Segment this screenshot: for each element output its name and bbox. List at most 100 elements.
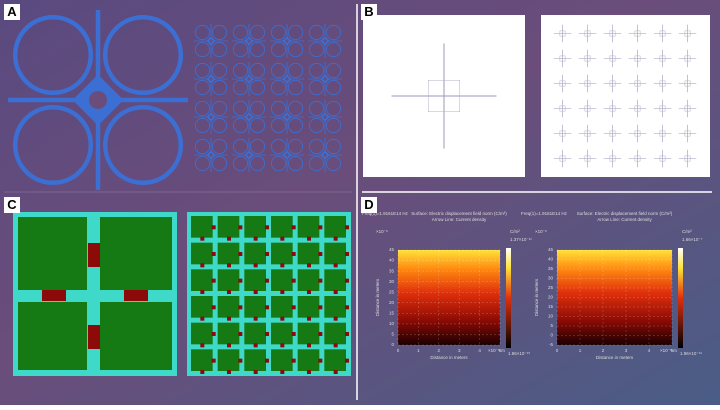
schematic <box>578 124 597 143</box>
schematic <box>684 105 691 112</box>
patch <box>297 349 320 371</box>
gap <box>265 252 269 256</box>
patch <box>271 349 293 371</box>
y-tick-label: 10 <box>389 321 395 326</box>
gap <box>333 263 338 268</box>
gap <box>333 343 338 348</box>
x-scale: ×10⁻⁶ m <box>660 348 677 353</box>
schematic <box>634 30 641 37</box>
x-tick-label: 5 <box>499 348 502 353</box>
patch <box>297 296 320 318</box>
schematic <box>553 124 572 143</box>
patch <box>244 322 266 345</box>
schematic <box>391 43 497 149</box>
gap <box>227 236 231 241</box>
panel-label: C <box>7 197 17 212</box>
gap <box>345 225 349 230</box>
gap <box>318 305 323 310</box>
patch <box>191 296 213 318</box>
schematic <box>578 49 597 68</box>
gap <box>200 236 205 241</box>
schematic <box>628 24 647 43</box>
y-tick-label: 15 <box>548 304 554 309</box>
y-tick-label: 5 <box>391 332 394 337</box>
panel-labels: A B C D <box>4 4 377 213</box>
y-scale: ×10⁻⁶ <box>535 229 547 234</box>
gap <box>265 278 269 283</box>
patch <box>191 242 213 265</box>
gap <box>280 263 285 268</box>
y-tick-label: 35 <box>548 266 554 271</box>
gap <box>318 278 323 283</box>
gap <box>291 305 296 310</box>
gap <box>318 358 323 363</box>
gap <box>253 236 258 241</box>
x-tick-label: 4 <box>478 348 481 353</box>
schematic <box>603 149 622 168</box>
schematic <box>559 105 566 112</box>
layout-image <box>541 15 710 177</box>
patch <box>244 242 266 265</box>
patch <box>324 242 346 265</box>
schematic <box>584 55 591 62</box>
gap <box>238 358 243 363</box>
schematic <box>628 124 647 143</box>
schematic <box>609 80 616 87</box>
patch <box>271 269 293 291</box>
colorbar <box>678 248 683 348</box>
schematic <box>559 55 566 62</box>
patch <box>271 296 293 318</box>
array <box>187 212 351 376</box>
x-tick-label: 4 <box>648 348 651 353</box>
schematic <box>678 149 697 168</box>
schematic <box>684 155 691 162</box>
colorbar-max: 1.66×10⁻⁷ <box>682 237 703 242</box>
patch <box>324 216 346 238</box>
gap <box>265 358 269 363</box>
gap <box>291 332 296 336</box>
y-tick-label: 0 <box>550 333 553 338</box>
schematic <box>684 130 691 137</box>
schematic <box>603 74 622 93</box>
patch <box>297 269 320 291</box>
schematic <box>584 130 591 137</box>
patch <box>217 242 240 265</box>
x-tick-label: 0 <box>397 348 400 353</box>
y-tick-label: 5 <box>550 323 553 328</box>
gap <box>318 225 323 230</box>
y-tick-label: 20 <box>548 295 554 300</box>
schematic <box>609 155 616 162</box>
patch <box>324 322 346 345</box>
x-axis-label: Distance in meters <box>596 355 634 360</box>
x-tick-label: 3 <box>625 348 628 353</box>
gap <box>280 370 285 374</box>
schematic <box>553 74 572 93</box>
patch <box>217 322 240 345</box>
schematic <box>659 130 666 137</box>
gap <box>318 332 323 336</box>
gap <box>333 370 338 374</box>
schematic <box>603 124 622 143</box>
schematic <box>584 155 591 162</box>
gap <box>333 236 338 241</box>
patch <box>297 216 320 238</box>
y-scale: ×10⁻⁶ <box>376 229 388 234</box>
gap <box>265 225 269 230</box>
schematic <box>603 24 622 43</box>
gap <box>227 316 231 321</box>
schematic <box>559 130 566 137</box>
gap <box>280 236 285 241</box>
patch <box>217 216 240 238</box>
schematic <box>653 99 672 118</box>
schematic <box>678 74 697 93</box>
schematic <box>634 130 641 137</box>
gap <box>291 278 296 283</box>
schematic <box>678 24 697 43</box>
gap <box>238 252 243 256</box>
gap <box>227 370 231 374</box>
gap <box>211 305 216 310</box>
schematic <box>559 80 566 87</box>
y-tick-label: 0 <box>391 342 394 347</box>
gap <box>238 305 243 310</box>
